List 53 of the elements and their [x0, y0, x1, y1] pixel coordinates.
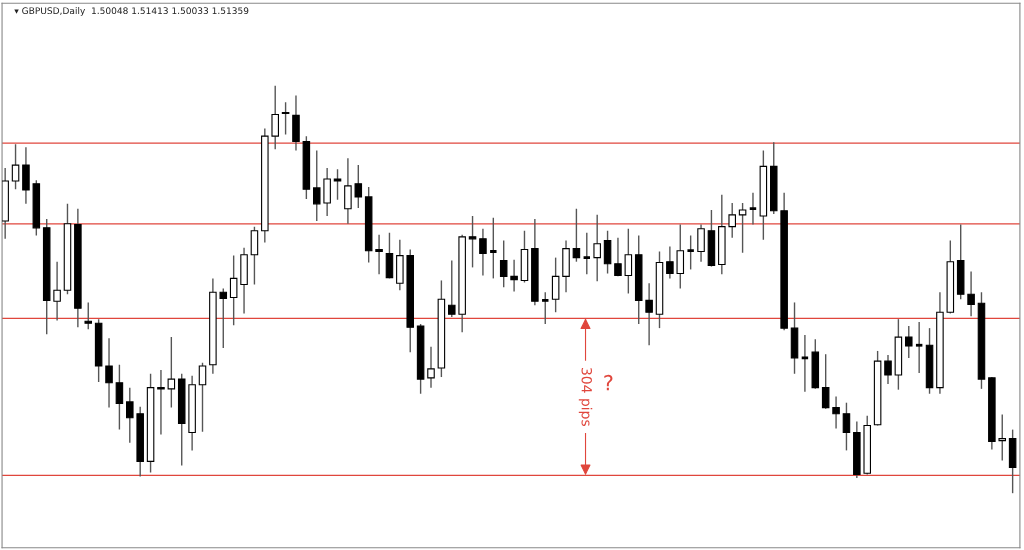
- candlestick: [198, 362, 207, 433]
- candlestick: [676, 223, 685, 290]
- candlestick: [832, 395, 840, 430]
- candlestick: [614, 236, 622, 278]
- candlestick: [354, 164, 363, 209]
- candlestick: [904, 325, 913, 359]
- candlestick: [572, 208, 581, 263]
- candlestick: [967, 270, 975, 318]
- candlestick: [603, 230, 612, 275]
- candlestick: [115, 364, 124, 431]
- candlestick: [645, 282, 653, 346]
- candlestick: [375, 234, 383, 276]
- candlestick: [344, 157, 352, 225]
- candlestick: [312, 149, 321, 222]
- candlestick: [821, 353, 830, 410]
- candlestick: [666, 245, 674, 280]
- candlestick: [157, 369, 165, 436]
- candlestick: [697, 223, 705, 263]
- candlestick: [593, 214, 601, 282]
- candlestick: [551, 256, 560, 313]
- candlestick: [884, 354, 892, 385]
- candlestick: [271, 84, 279, 150]
- candlestick: [738, 202, 747, 254]
- candlestick: [800, 334, 810, 393]
- candlestick: [510, 258, 518, 293]
- candlestick: [748, 192, 758, 226]
- candlestick: [582, 232, 592, 276]
- candlestick: [427, 346, 435, 389]
- candlestick: [84, 301, 93, 331]
- candlestick: [167, 336, 176, 409]
- candlestick: [728, 202, 736, 239]
- candlestick: [281, 101, 290, 136]
- candlestick: [914, 321, 924, 374]
- text: ▾ GBPUSD,Daily 1.50048 1.51413 1.50033 1.51359: [14, 7, 249, 16]
- candlestick: [488, 216, 498, 280]
- candlestick: [126, 386, 134, 444]
- annotation: ?: [604, 374, 613, 391]
- candlestick: [686, 234, 696, 271]
- candlestick: [229, 254, 238, 326]
- candlestick: [333, 168, 342, 201]
- candlestick: [842, 402, 851, 452]
- candlestick: [11, 143, 20, 190]
- candlestick: [468, 215, 477, 269]
- candlestick: [479, 227, 487, 277]
- candlestick: [219, 287, 228, 349]
- candlestick: [499, 239, 508, 289]
- candlestick: [624, 227, 633, 295]
- candlestick: [998, 413, 1007, 462]
- candlestick: [105, 337, 113, 409]
- candlestick: [447, 259, 456, 318]
- candlestick: [53, 260, 61, 322]
- candlestick: [540, 291, 550, 325]
- annotation: 304 pips: [578, 368, 593, 426]
